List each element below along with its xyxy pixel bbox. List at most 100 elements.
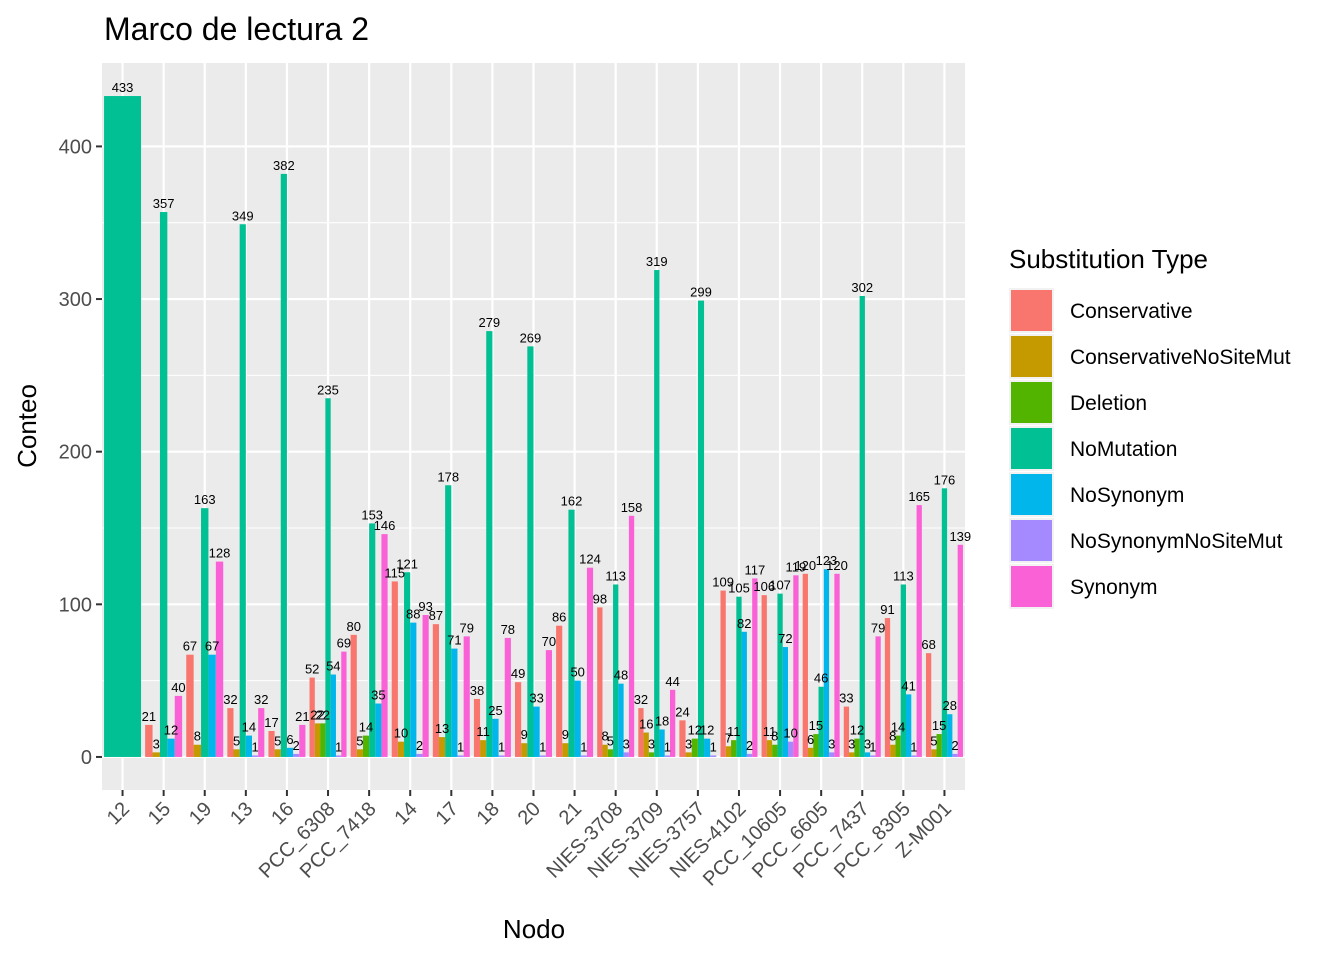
bar-value-label: 91: [880, 602, 894, 617]
bar: [330, 674, 336, 757]
bar: [931, 749, 937, 757]
bar: [186, 654, 194, 757]
bar: [761, 595, 767, 757]
bar-value-label: 146: [374, 518, 396, 533]
bar: [829, 752, 835, 757]
bar: [159, 212, 168, 757]
bar-value-label: 8: [771, 729, 778, 744]
bar: [849, 752, 855, 757]
bar: [274, 749, 281, 757]
y-tick-label: 300: [59, 289, 92, 311]
bar: [251, 755, 259, 757]
bar-value-label: 93: [418, 599, 432, 614]
bar: [618, 683, 624, 757]
bar: [286, 747, 294, 757]
bar-value-label: 12: [164, 723, 178, 738]
bar: [527, 346, 534, 757]
bar-value-label: 117: [744, 562, 765, 577]
legend-label: Deletion: [1070, 392, 1147, 415]
bar-value-label: 11: [476, 724, 490, 739]
y-tick-label: 400: [59, 136, 92, 158]
bar-value-label: 1: [664, 739, 671, 754]
legend-label: NoSynonym: [1070, 484, 1184, 507]
bar-value-label: 1: [498, 739, 505, 754]
bar-value-label: 2: [416, 738, 423, 753]
bar-value-label: 319: [646, 254, 668, 269]
bar-value-label: 38: [470, 683, 484, 698]
bar-value-label: 1: [335, 739, 342, 754]
legend-key-swatch: [1011, 566, 1052, 607]
bar-value-label: 349: [232, 208, 254, 223]
bar-value-label: 3: [848, 736, 855, 751]
bar: [890, 744, 896, 757]
x-tick-label: 16: [267, 798, 298, 829]
bar: [556, 625, 563, 757]
bar: [664, 755, 670, 757]
bar: [643, 732, 649, 757]
bar: [258, 708, 265, 757]
bar: [314, 723, 321, 757]
bar-value-label: 302: [851, 280, 873, 295]
legend-label: NoSynonymNoSiteMut: [1070, 530, 1283, 553]
bar: [623, 752, 629, 757]
bar: [463, 636, 470, 757]
bar-value-label: 113: [605, 568, 626, 583]
bar-value-label: 69: [337, 636, 351, 651]
bar-value-label: 52: [305, 662, 319, 677]
legend-key-swatch: [1011, 382, 1052, 423]
bar-value-label: 3: [153, 736, 160, 751]
y-tick-label: 200: [59, 442, 92, 464]
bar-value-label: 106: [753, 579, 775, 594]
bar-value-label: 67: [205, 639, 219, 654]
legend-label: Conservative: [1070, 300, 1193, 323]
bar: [870, 755, 876, 757]
bar-value-label: 18: [655, 713, 669, 728]
bar-value-label: 5: [274, 733, 281, 748]
bar-value-label: 120: [794, 558, 816, 573]
bar-value-label: 6: [286, 732, 293, 747]
bars: [104, 96, 963, 757]
bar: [362, 735, 370, 757]
bar-value-label: 80: [346, 619, 360, 634]
bar: [445, 485, 452, 757]
bar-value-label: 153: [361, 507, 383, 522]
bar-value-label: 1: [710, 739, 717, 754]
bar: [280, 173, 287, 757]
bar: [438, 737, 446, 757]
bar: [947, 714, 953, 757]
x-tick-label: 12: [103, 798, 134, 829]
bar: [607, 749, 614, 757]
bar-value-label: 11: [763, 724, 777, 739]
y-axis: 0 100 200 300 400: [59, 136, 102, 769]
bar: [741, 631, 747, 757]
x-tick-label: 21: [555, 798, 586, 829]
bar-value-label: 120: [826, 558, 848, 573]
bar-value-label: 1: [869, 739, 876, 754]
bar: [404, 572, 411, 757]
bar: [498, 755, 505, 757]
bar: [586, 567, 594, 757]
bar-value-label: 87: [429, 608, 443, 623]
bar: [834, 573, 840, 757]
bar: [515, 682, 522, 757]
bar: [905, 694, 912, 757]
bar-value-label: 21: [142, 709, 156, 724]
bar: [638, 708, 644, 757]
bar-value-label: 14: [891, 720, 905, 735]
bar: [895, 735, 901, 757]
bar-value-label: 22: [310, 707, 324, 722]
bar-value-label: 8: [602, 729, 609, 744]
bar-value-label: 433: [112, 80, 134, 95]
bar-value-label: 1: [457, 739, 464, 754]
bar: [941, 488, 948, 757]
bar-value-label: 88: [406, 607, 420, 622]
bar: [900, 584, 906, 757]
bar: [341, 651, 347, 757]
bar-value-label: 107: [769, 578, 791, 593]
bar: [145, 724, 153, 757]
bar-value-label: 382: [273, 158, 295, 173]
bar-value-label: 12: [700, 723, 714, 738]
bar: [911, 755, 917, 757]
bar: [451, 648, 458, 757]
bar: [843, 706, 850, 757]
